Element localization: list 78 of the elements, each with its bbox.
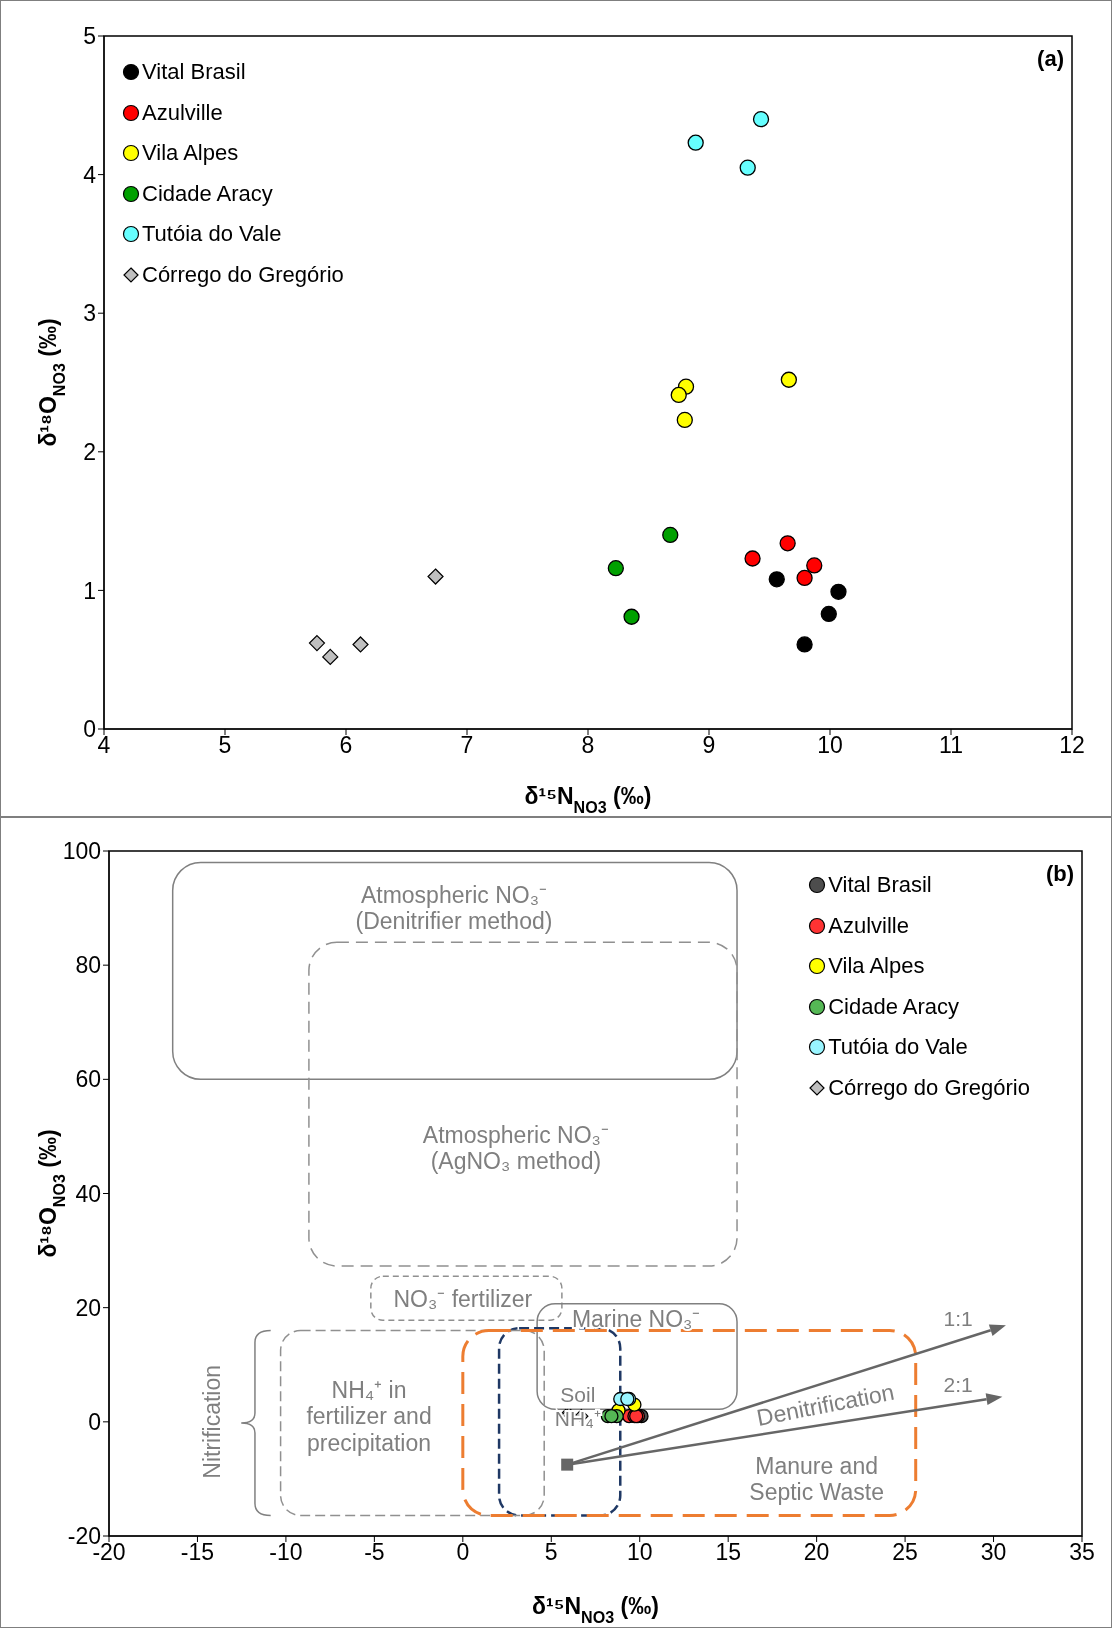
x-tick-label: -5 [364,1539,385,1566]
point [768,571,785,588]
point [308,634,326,652]
x-tick-label: 11 [939,732,963,759]
point [676,411,693,429]
x-tick-label: 8 [581,732,595,759]
legend-label: Cidade Aracy [828,992,960,1021]
x-tick-label: 5 [218,732,232,759]
point [607,560,624,577]
point [322,648,339,666]
y-tick-label: 20 [75,1294,101,1321]
y-tick-label: 40 [75,1180,101,1207]
point [427,568,444,585]
point [830,583,847,600]
legend-label: Vila Alpes [142,139,239,167]
legend-label: Azulville [142,98,223,127]
point [662,526,679,544]
annotation: Manure and Septic Waste [749,1452,884,1506]
annotation: Nitrification [198,1364,225,1479]
point [752,111,770,128]
legend-label: Vila Alpes [828,952,925,980]
x-tick-label: 15 [715,1539,741,1566]
y-tick-label: 2 [83,438,96,465]
annotation: NH₄⁺ in fertilizer and precipitation [306,1376,432,1456]
point [779,535,796,552]
x-tick-label: 9 [702,732,716,759]
x-axis-title: δ¹⁵N$_{NO3}$ (‰) [524,783,652,816]
point [780,371,798,388]
legend-label: Tutóia do Vale [828,1033,968,1061]
annotation: Atmospheric NO₃⁻ (AgNO₃ method) [422,1121,609,1175]
x-tick-label: 20 [803,1539,830,1566]
point [670,386,687,404]
x-tick-label: 10 [626,1539,653,1566]
y-tick-label: 5 [83,23,96,50]
point [796,636,813,653]
x-tick-label: 10 [817,732,843,759]
text: (b) [1045,861,1074,886]
y-tick-label: 3 [83,300,96,327]
point [623,608,640,625]
y-tick-label: 100 [62,838,101,865]
x-tick-label: 30 [980,1539,1007,1566]
point [604,1408,619,1424]
x-tick-label: -15 [180,1539,215,1566]
point [739,159,756,176]
point [687,134,704,151]
text: (a) [1037,46,1064,71]
x-tick-label: 7 [460,732,474,759]
legend-label: Córrego do Gregório [142,260,344,289]
y-tick-label: 0 [88,1409,101,1435]
x-axis-title: δ¹⁵N$_{NO3}$ (‰) [532,1593,659,1626]
x-tick-label: 25 [892,1539,918,1566]
annotation: 1:1 [943,1307,973,1331]
x-tick-label: 35 [1069,1539,1095,1566]
y-tick-label: 60 [75,1066,101,1093]
annotation: 2:1 [943,1373,973,1397]
point [820,605,837,623]
legend-label: Tutóia do Vale [142,220,282,248]
x-tick-label: -10 [269,1539,303,1566]
y-tick-label: 80 [75,952,101,979]
legend-label: Vital Brasil [142,58,246,86]
x-tick-label: 0 [456,1539,470,1566]
point [744,550,761,567]
x-tick-label: 5 [544,1539,558,1566]
annotation: Atmospheric NO₃⁻ (Denitrifier method) [355,881,553,935]
x-tick-label: 12 [1059,732,1085,759]
legend-label: Cidade Aracy [142,179,273,208]
legend-label: Córrego do Gregório [828,1073,1030,1102]
y-tick-label: 4 [83,161,97,188]
point [806,557,823,574]
annotation: Denitrification [754,1378,897,1431]
legend-label: Azulville [828,911,909,940]
annotation: Marine NO₃⁻ [571,1306,701,1333]
point [796,569,813,587]
x-tick-label: 6 [339,732,353,759]
annotation: NO₃⁻ fertilizer [393,1286,533,1313]
legend-label: Vital Brasil [828,871,932,899]
y-tick-label: 1 [83,577,96,604]
point [352,636,369,653]
